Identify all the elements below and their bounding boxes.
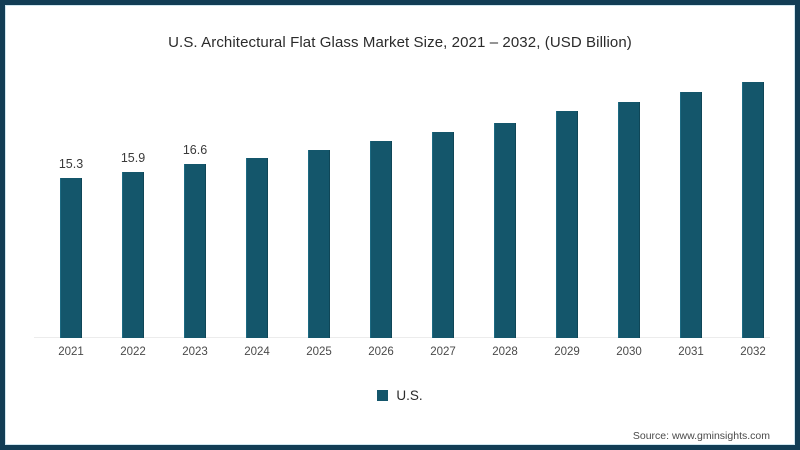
bar-slot [598, 66, 660, 338]
source-attribution: Source: www.gminsights.com [632, 430, 770, 442]
x-axis-label-2031: 2031 [678, 346, 704, 358]
bar-slot [536, 66, 598, 338]
bar-slot [288, 66, 350, 338]
legend-swatch-icon [377, 390, 389, 401]
bar-2031[interactable] [680, 92, 702, 338]
bar-slot [226, 66, 288, 338]
bar-value-label: 16.6 [182, 143, 208, 158]
bar-2023[interactable] [184, 164, 206, 338]
bar-2029[interactable] [556, 111, 578, 338]
x-axis-label-2029: 2029 [554, 346, 580, 358]
chart-legend: U.S. [6, 388, 794, 403]
bar-slot: 16.6 [164, 66, 226, 338]
bar-slot [412, 66, 474, 338]
x-axis-label-2022: 2022 [120, 346, 146, 358]
legend-item-label: U.S. [396, 388, 423, 403]
bar-2027[interactable] [432, 131, 454, 338]
x-axis-label-2023: 2023 [182, 346, 208, 358]
x-axis-label-2024: 2024 [244, 346, 270, 358]
x-axis-label-2028: 2028 [492, 346, 518, 358]
x-axis-label-2032: 2032 [740, 346, 766, 358]
x-axis-baseline [34, 337, 770, 338]
bar-2021[interactable] [60, 177, 82, 338]
bar-slot [660, 66, 722, 338]
bar-2032[interactable] [742, 81, 764, 338]
bar-slot: 15.3 [40, 66, 102, 338]
page-title: U.S. Architectural Flat Glass Market Siz… [168, 34, 632, 51]
bar-slot: 15.9 [102, 66, 164, 338]
bar-2026[interactable] [370, 141, 392, 338]
x-axis-label-2021: 2021 [58, 346, 84, 358]
bar-value-label: 15.3 [58, 156, 84, 171]
bar-value-label: 15.9 [120, 150, 146, 165]
bar-2030[interactable] [618, 101, 640, 338]
plot-area: 15.3 15.9 16.6 [26, 66, 778, 338]
bar-slot [474, 66, 536, 338]
chart-inner-border: U.S. Architectural Flat Glass Market Siz… [5, 5, 795, 445]
bar-2022[interactable] [122, 171, 144, 338]
bar-2024[interactable] [246, 158, 268, 338]
bar-2028[interactable] [494, 122, 516, 338]
x-axis-label-2025: 2025 [306, 346, 332, 358]
bar-slot [350, 66, 412, 338]
bar-slot [722, 66, 784, 338]
x-axis-label-2030: 2030 [616, 346, 642, 358]
bar-2025[interactable] [308, 149, 330, 338]
x-axis-label-2026: 2026 [368, 346, 394, 358]
x-axis-label-2027: 2027 [430, 346, 456, 358]
